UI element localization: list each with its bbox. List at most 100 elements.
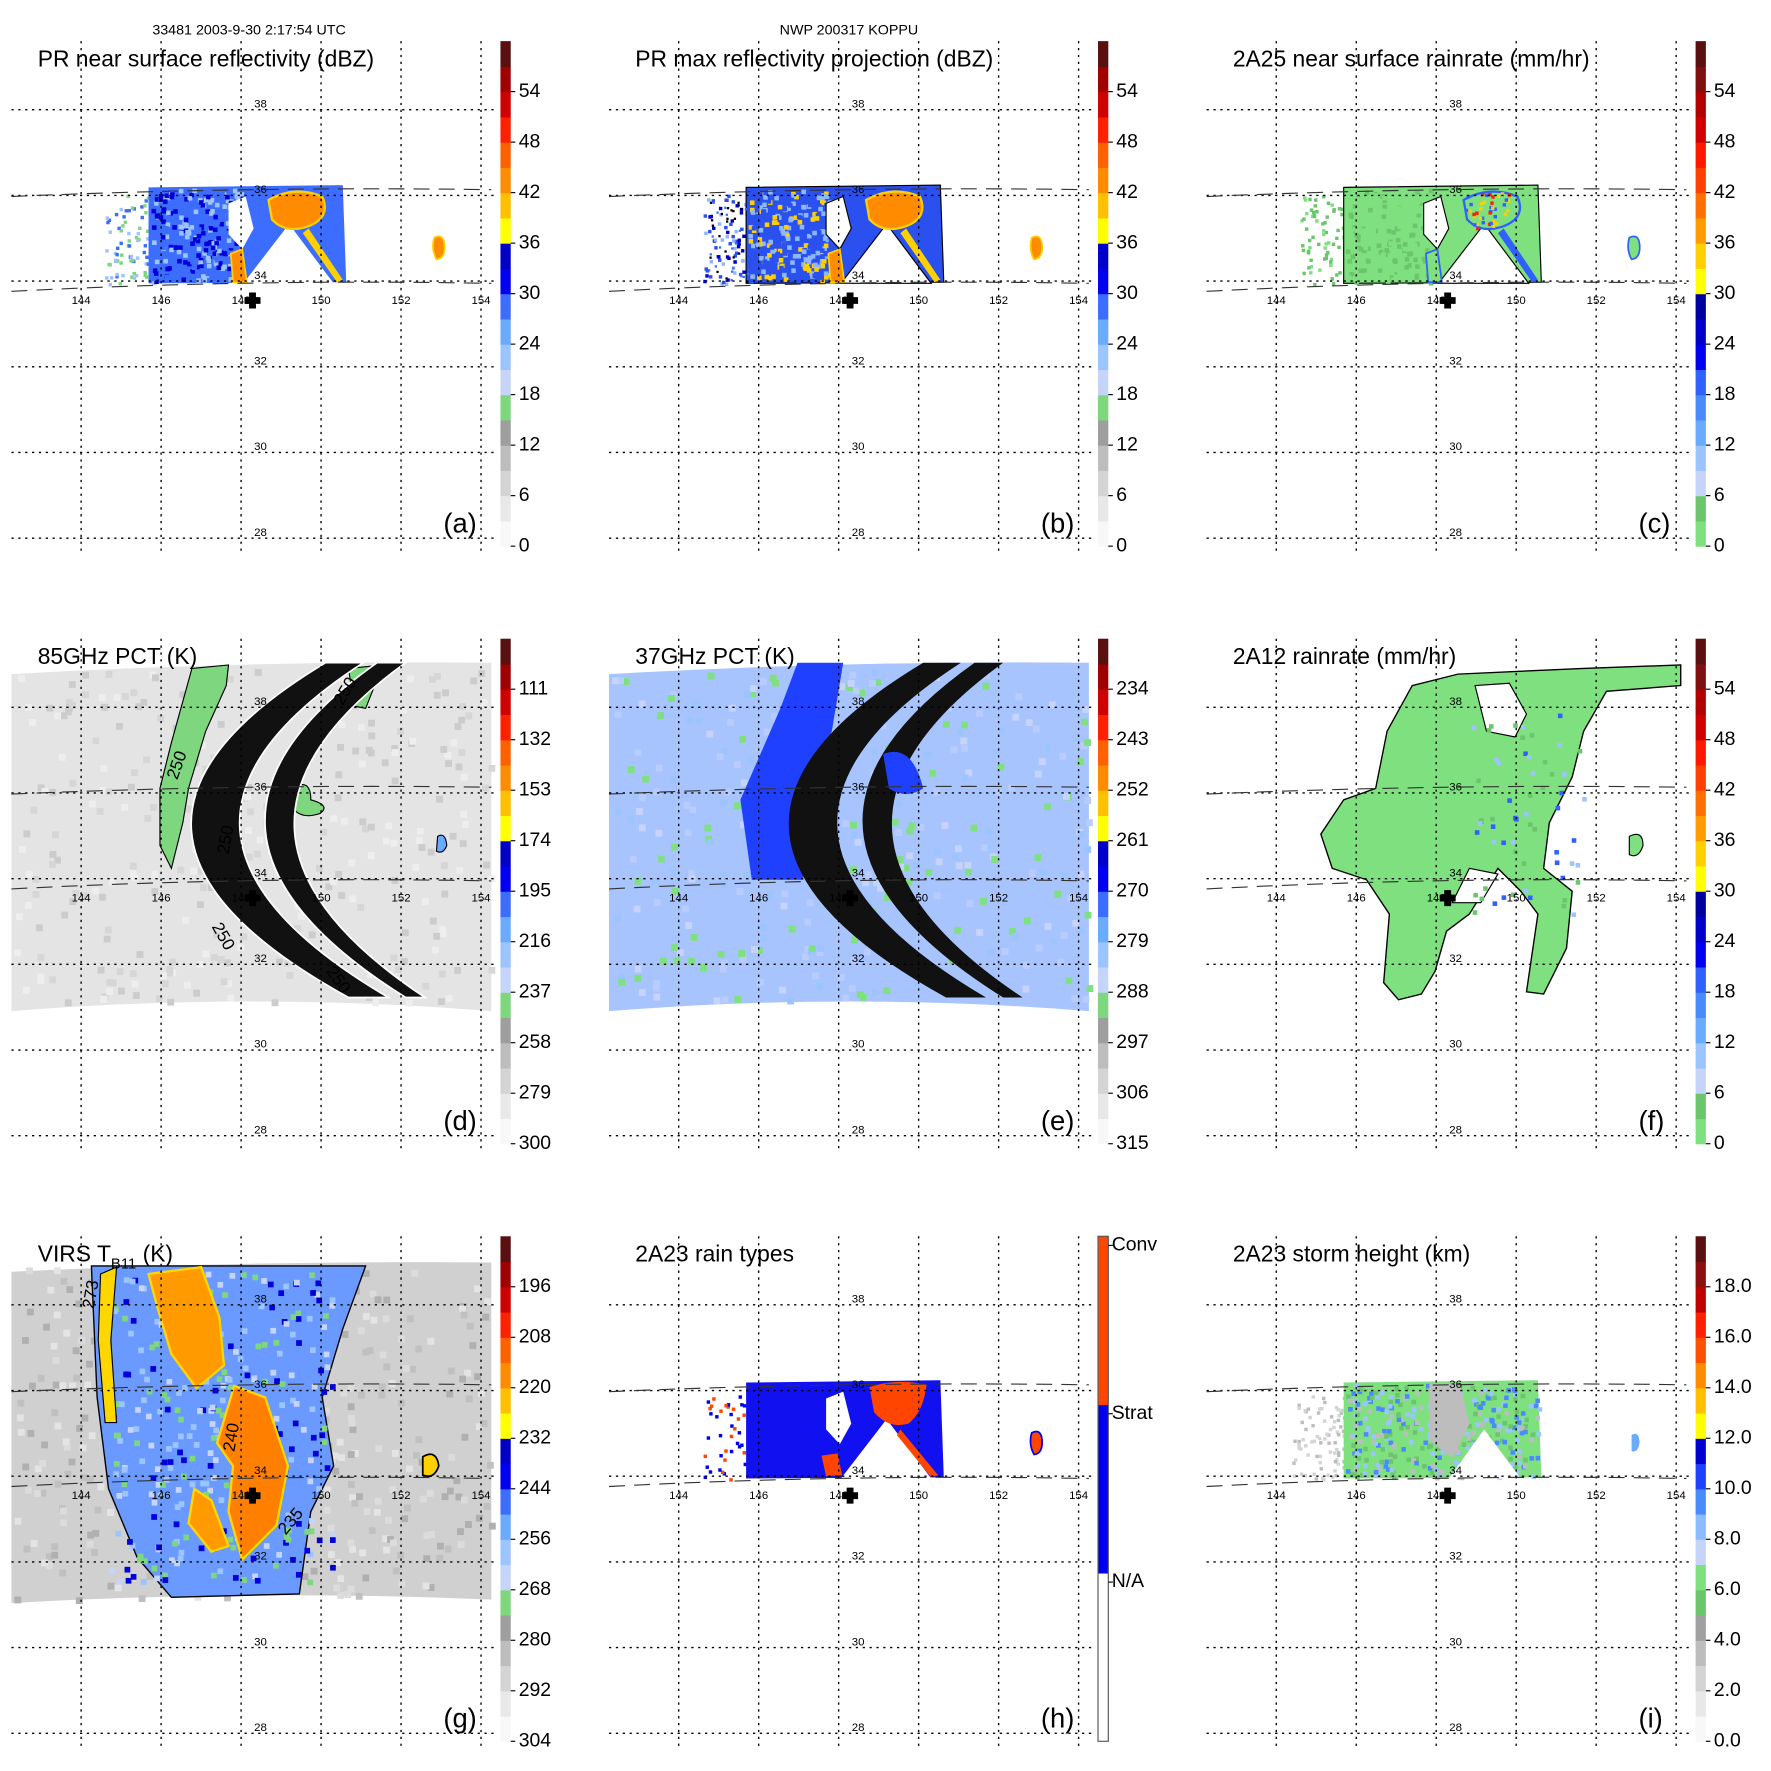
data-pixel <box>797 219 803 225</box>
data-pixel <box>703 1454 708 1459</box>
data-pixel <box>929 769 937 777</box>
data-pixel <box>352 747 360 755</box>
colorbar-tick-label: 42 <box>1116 181 1138 203</box>
data-pixel <box>787 263 793 268</box>
data-pixel <box>1350 254 1356 259</box>
colorbar-tick-label: 18 <box>1714 980 1736 1002</box>
data-pixel <box>737 1445 742 1449</box>
data-pixel <box>729 1434 734 1439</box>
data-pixel <box>382 1315 390 1323</box>
data-pixel <box>706 1400 711 1404</box>
data-pixel <box>1413 220 1418 226</box>
data-pixel <box>390 839 398 847</box>
data-pixel <box>121 224 125 228</box>
data-pixel <box>634 877 642 885</box>
data-pixel <box>757 237 763 242</box>
data-pixel <box>223 1482 230 1489</box>
data-pixel <box>818 206 823 212</box>
data-pixel <box>397 1551 405 1559</box>
data-pixel <box>1524 812 1529 817</box>
data-pixel <box>1465 1445 1470 1451</box>
data-pixel <box>154 259 160 265</box>
data-pixel <box>1401 207 1406 213</box>
data-pixel <box>378 1391 386 1399</box>
data-pixel <box>41 788 49 795</box>
data-pixel <box>1384 1434 1389 1439</box>
data-pixel <box>106 987 114 995</box>
data-pixel <box>725 277 728 280</box>
data-pixel <box>870 747 878 755</box>
data-pixel <box>205 1271 212 1278</box>
data-pixel <box>755 207 760 213</box>
data-pixel <box>162 1572 168 1579</box>
data-pixel <box>441 1493 449 1501</box>
colorbar-tick-label: 16.0 <box>1714 1325 1752 1347</box>
data-pixel <box>734 995 742 1003</box>
colorbar-segment <box>1098 916 1109 943</box>
data-pixel <box>801 205 807 210</box>
data-pixel <box>329 1537 336 1543</box>
data-pixel <box>1318 1407 1322 1411</box>
data-pixel <box>1413 257 1418 263</box>
data-pixel <box>806 259 812 265</box>
data-pixel <box>660 957 667 965</box>
data-pixel <box>127 208 131 213</box>
data-pixel <box>69 702 76 709</box>
lat-tick-label: 34 <box>1449 867 1462 879</box>
data-pixel <box>358 760 366 768</box>
data-pixel <box>30 806 38 814</box>
data-pixel <box>1384 248 1389 253</box>
data-pixel <box>740 249 745 253</box>
panel-title-subscript: B11 <box>111 1256 136 1272</box>
data-pixel <box>1395 212 1400 217</box>
data-pixel <box>726 278 730 282</box>
data-pixel <box>896 856 904 863</box>
contour-label: 240 <box>218 1421 243 1453</box>
data-pixel <box>161 194 167 200</box>
data-pixel <box>1363 245 1369 251</box>
data-pixel <box>1393 190 1399 196</box>
data-pixel <box>965 868 972 876</box>
data-pixel <box>357 1327 365 1335</box>
colorbar-segment <box>1098 495 1109 522</box>
colorbar-segment <box>1695 790 1706 817</box>
data-pixel <box>143 244 148 248</box>
colorbar-segment <box>1695 992 1706 1019</box>
data-pixel <box>237 1356 244 1362</box>
data-pixel <box>824 233 829 239</box>
data-pixel <box>1407 195 1413 201</box>
data-pixel <box>1382 245 1388 250</box>
data-pixel <box>798 247 803 252</box>
lon-tick-label: 152 <box>989 892 1008 904</box>
data-pixel <box>484 1298 491 1306</box>
data-pixel <box>689 806 697 814</box>
data-pixel <box>1521 861 1527 866</box>
colorbar-segment <box>1695 1387 1706 1414</box>
data-pixel <box>828 238 834 243</box>
data-pixel <box>185 229 190 235</box>
rain-free-hole <box>1451 867 1499 904</box>
rain-free-notch <box>243 223 334 284</box>
data-pixel <box>322 1407 330 1415</box>
data-pixel <box>182 1384 188 1391</box>
data-pixel <box>1306 1453 1310 1457</box>
data-pixel <box>434 672 441 680</box>
colorbar-segment <box>1098 1572 1109 1742</box>
intense-core <box>864 190 924 231</box>
panel-title-text: PR max reflectivity projection (dBZ) <box>635 45 993 71</box>
data-pixel <box>630 855 637 863</box>
data-pixel <box>1340 212 1344 217</box>
colorbar-segment <box>500 1690 511 1717</box>
data-pixel <box>286 972 294 979</box>
data-pixel <box>1404 265 1410 270</box>
data-pixel <box>483 1503 491 1510</box>
data-pixel <box>718 206 723 211</box>
data-pixel <box>822 246 827 251</box>
data-pixel <box>865 871 873 878</box>
colorbar-tick-label: Conv <box>1112 1234 1158 1256</box>
data-pixel <box>122 1490 129 1497</box>
data-pixel <box>170 192 175 197</box>
data-pixel <box>727 194 731 199</box>
data-pixel <box>642 775 650 783</box>
